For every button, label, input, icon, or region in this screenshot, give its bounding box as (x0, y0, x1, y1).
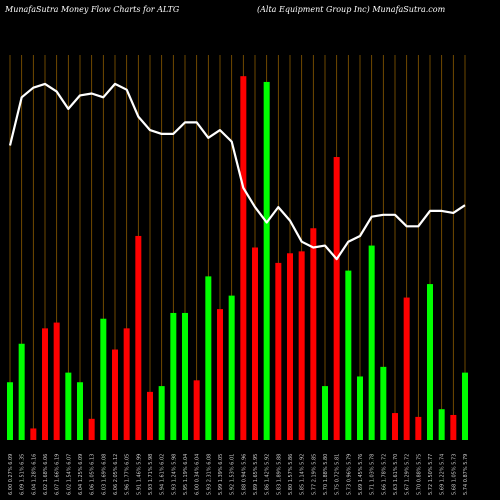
volume-bar-40 (462, 372, 468, 440)
x-tick-label: 5.85 1.14% 5.92 (300, 454, 306, 495)
volume-bar-5 (53, 322, 60, 440)
volume-bar-25 (287, 253, 293, 440)
price-line (8, 82, 466, 261)
volume-bar-26 (298, 251, 305, 440)
x-tick-label: 5.63 1.61% 5.70 (393, 454, 399, 495)
x-tick-label: 6.06 2.05% 6.12 (113, 454, 119, 495)
x-tick-label: 5.67 1.29% 5.72 (405, 454, 411, 495)
x-tick-label: 5.70 1.88% 5.80 (323, 454, 329, 495)
x-tick-label: 5.99 1.39% 6.05 (218, 454, 224, 495)
volume-bar-23 (263, 81, 270, 440)
x-tick-label: 5.86 1.42% 5.92 (265, 454, 271, 495)
x-tick-label: 6.02 1.68% 6.06 (43, 454, 49, 495)
x-tick-label: 5.89 1.65% 5.95 (253, 454, 259, 495)
volume-bar-3 (30, 428, 37, 440)
x-tick-label: 6.09 1.51% 6.35 (20, 454, 26, 495)
volume-bar-28 (322, 386, 328, 440)
x-tick-label: 6.02 1.54% 6.07 (66, 454, 72, 495)
x-tick-labels: 6.00 0.27% 6.09 6.09 1.51% 6.35 6.04 1.28%… (8, 454, 469, 495)
volume-bar-37 (427, 284, 433, 440)
x-tick-label: 5.74 0.87% 5.79 (463, 454, 469, 495)
volume-bar-12 (135, 235, 142, 440)
x-tick-label: 5.75 0.72% 5.81 (335, 454, 341, 495)
volume-bar-14 (158, 386, 165, 440)
volume-bar-33 (380, 366, 387, 440)
x-tick-label: 5.69 1.22% 5.74 (440, 454, 446, 495)
volume-bar-11 (123, 328, 130, 440)
volume-bar-38 (438, 409, 445, 440)
volume-bar-4 (42, 328, 48, 440)
volume-bar-24 (275, 262, 282, 440)
x-tick-label: 6.00 0.27% 6.09 (8, 454, 14, 495)
x-tick-label: 5.80 1.57% 5.86 (288, 454, 294, 495)
volume-bar-34 (392, 413, 398, 440)
x-tick-label: 6.04 1.28% 6.16 (31, 454, 37, 495)
volume-bar-19 (217, 309, 223, 440)
volume-bar-30 (345, 270, 352, 440)
x-tick-label: 5.69 1.45% 5.76 (358, 454, 364, 495)
volume-bar-7 (77, 382, 83, 440)
x-tick-label: 5.93 1.71% 5.98 (148, 454, 154, 495)
volume-bar-20 (228, 295, 235, 440)
x-tick-label: 5.77 2.19% 5.85 (311, 454, 317, 495)
volume-bar-16 (182, 312, 188, 440)
volume-bar-35 (403, 297, 410, 440)
volume-bar-21 (240, 76, 247, 441)
chart-title-right: (Alta Equipment Group Inc) MunafaSutra.c… (257, 5, 446, 14)
x-tick-label: 5.83 1.89% 5.88 (276, 454, 282, 495)
x-tick-label: 6.00 0.34% 6.04 (195, 454, 201, 495)
volume-bar-31 (357, 376, 363, 440)
volume-bar-10 (112, 349, 118, 440)
volume-bar-32 (368, 245, 375, 440)
x-tick-label: 5.71 1.03% 5.78 (370, 454, 376, 495)
x-tick-label: 6.04 1.25% 6.09 (78, 454, 84, 495)
x-tick-label: 5.70 0.88% 5.75 (416, 454, 422, 495)
x-tick-label: 5.92 1.53% 6.01 (230, 454, 236, 495)
x-tick-label: 5.68 1.05% 5.73 (451, 454, 457, 495)
x-tick-label: 5.88 0.94% 5.96 (241, 454, 247, 495)
x-tick-label: 5.91 1.46% 5.99 (136, 454, 142, 495)
volume-bar-13 (147, 391, 153, 440)
volume-bar-2 (18, 343, 25, 440)
volume-bar-36 (415, 416, 422, 440)
x-tick-label: 5.94 1.61% 6.02 (160, 454, 166, 495)
x-tick-label: 5.93 2.31% 6.08 (206, 454, 212, 495)
x-tick-label: 6.03 1.69% 6.08 (101, 454, 107, 495)
x-tick-label: 5.72 1.50% 5.77 (428, 454, 434, 495)
x-tick-label: 5.95 1.19% 6.04 (183, 454, 189, 495)
x-tick-label: 5.93 1.24% 5.98 (171, 454, 177, 495)
x-tick-label: 5.96 1.77% 6.05 (125, 454, 131, 495)
volume-bar-1 (7, 382, 13, 440)
price-line-group (8, 82, 466, 261)
volume-bar-8 (88, 418, 95, 440)
x-tick-label: 5.73 0.96% 5.79 (346, 454, 352, 495)
volume-bar-39 (450, 414, 457, 440)
volume-bar-6 (65, 372, 72, 440)
volume-bar-22 (252, 247, 258, 440)
volume-bars (7, 76, 468, 441)
volume-bar-9 (100, 318, 107, 440)
volume-bar-27 (310, 228, 317, 440)
volume-bar-17 (193, 380, 200, 440)
x-tick-label: 6.07 1.66% 6.19 (55, 454, 61, 495)
volume-bar-18 (205, 276, 212, 440)
volume-bar-15 (170, 312, 177, 440)
chart-title-left: MunafaSutra Money Flow Charts for ALTG (5, 5, 180, 14)
volume-bar-29 (333, 157, 340, 440)
x-tick-label: 5.66 1.78% 5.72 (381, 454, 387, 495)
x-tick-label: 6.06 1.05% 6.13 (90, 454, 96, 495)
